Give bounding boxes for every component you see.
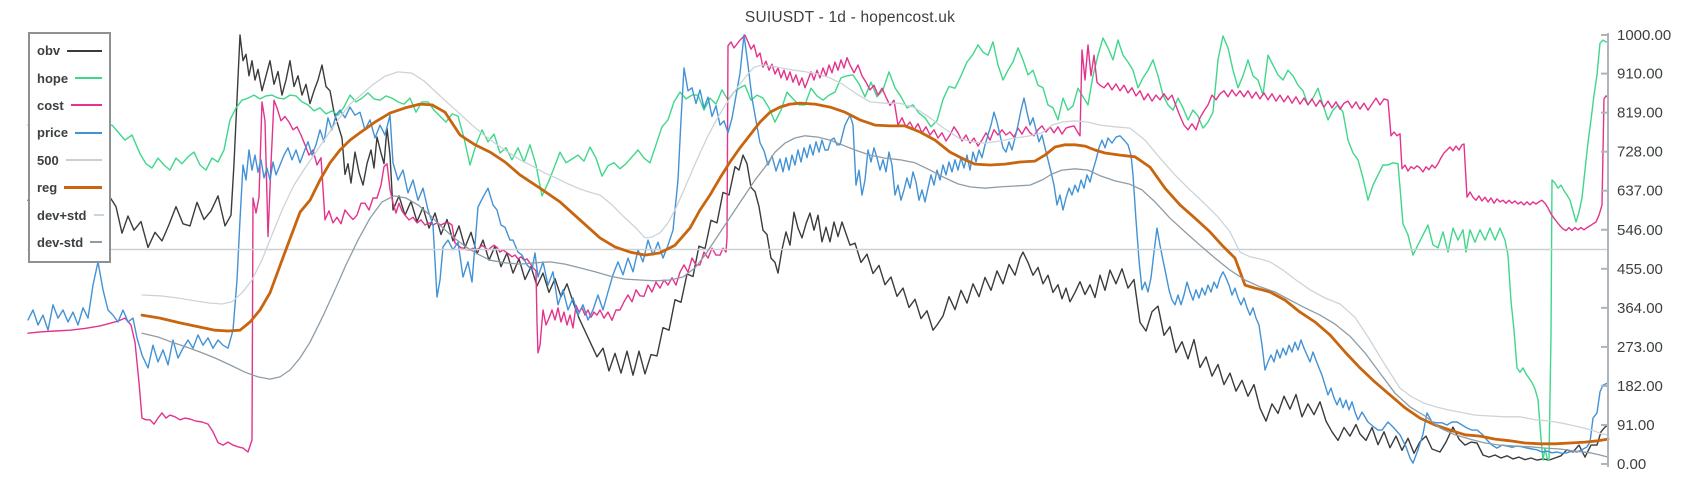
legend-item-label: hope	[37, 70, 69, 86]
legend-item-dev-std: dev-std	[37, 229, 102, 256]
legend-item-reg: reg	[37, 174, 102, 201]
y-axis-tick-label: 637.00	[1617, 183, 1663, 200]
series-line-price	[27, 34, 1609, 464]
legend-swatch-reg	[64, 186, 102, 190]
legend-swatch-cost	[70, 104, 102, 107]
y-axis-tick-label: 910.00	[1617, 66, 1663, 83]
legend-swatch-500	[65, 159, 102, 162]
legend-swatch-dev-std	[90, 241, 102, 244]
legend-item-cost: cost	[37, 92, 102, 119]
legend-item-label: cost	[37, 97, 64, 113]
chart-legend: obv hope cost price 500 reg dev+std dev-std	[28, 32, 111, 264]
y-axis-tick-label: 728.00	[1617, 144, 1663, 161]
series-line-dev-std	[141, 135, 1609, 458]
legend-swatch-obv	[67, 49, 102, 52]
series-line-hope	[27, 35, 1609, 461]
legend-item-hope: hope	[37, 64, 102, 91]
legend-item-500: 500	[37, 147, 102, 174]
legend-item-label: 500	[37, 152, 59, 168]
legend-item-label: price	[37, 125, 69, 141]
legend-item-label: dev-std	[37, 234, 84, 250]
y-axis-tick-label: 273.00	[1617, 339, 1663, 356]
legend-item-price: price	[37, 119, 102, 146]
series-line-dev-std	[141, 64, 1609, 436]
y-axis-tick-label: 182.00	[1617, 378, 1663, 395]
series-line-obv	[27, 34, 1609, 461]
legend-item-label: reg	[37, 180, 58, 196]
y-axis-tick-label: 1000.00	[1617, 27, 1671, 44]
legend-item-obv: obv	[37, 37, 102, 64]
legend-swatch-hope	[75, 77, 102, 80]
y-axis-tick-label: 819.00	[1617, 105, 1663, 122]
y-axis-tick-label: 455.00	[1617, 261, 1663, 278]
y-axis-tick-label: 364.00	[1617, 300, 1663, 317]
series-line-reg	[140, 101, 1610, 446]
legend-swatch-dev-std	[93, 214, 104, 217]
chart-title: SUIUSDT - 1d - hopencost.uk	[744, 9, 956, 26]
legend-item-label: dev+std	[37, 207, 87, 223]
legend-item-dev-std: dev+std	[37, 201, 104, 228]
legend-swatch-price	[75, 131, 102, 134]
legend-item-label: obv	[37, 43, 61, 59]
series-line-cost	[27, 34, 1609, 453]
y-axis-tick-label: 91.00	[1617, 417, 1655, 434]
y-axis-tick-label: 0.00	[1617, 456, 1646, 473]
y-axis-tick-label: 546.00	[1617, 222, 1663, 239]
